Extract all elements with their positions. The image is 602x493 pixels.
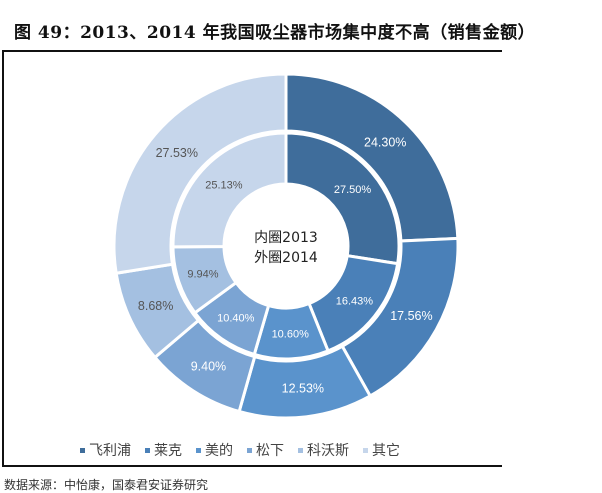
slice-2013-5 (171, 131, 288, 249)
center-label: 外圈2014 (254, 250, 318, 266)
center-label: 内圈2013 (254, 230, 318, 246)
legend-label: 莱克 (154, 443, 182, 459)
data-label: 12.53% (282, 382, 324, 396)
data-label: 10.60% (272, 328, 310, 340)
legend-swatch (298, 447, 303, 453)
slice-2014-5 (112, 72, 288, 275)
legend-item: 飞利浦 (80, 440, 131, 460)
slice-2014-0 (284, 72, 460, 243)
legend-item: 美的 (196, 440, 233, 460)
legend-swatch (80, 447, 85, 453)
legend-swatch (145, 447, 150, 453)
legend-swatch (196, 447, 201, 453)
legend-label: 松下 (256, 443, 284, 459)
data-label: 10.40% (217, 313, 255, 325)
data-label: 27.50% (334, 184, 372, 196)
legend-item: 松下 (247, 440, 284, 460)
data-label: 9.94% (187, 269, 218, 281)
slice-2013-0 (284, 131, 401, 266)
data-label: 8.68% (138, 299, 173, 313)
data-label: 25.13% (205, 179, 243, 191)
legend: 飞利浦 莱克 美的 松下 科沃斯 其它 (80, 440, 400, 460)
legend-item: 莱克 (145, 440, 182, 460)
chart-frame (2, 50, 502, 467)
legend-swatch (363, 447, 368, 453)
data-label: 27.53% (156, 146, 198, 160)
figure-title: 图 49：2013、2014 年我国吸尘器市场集中度不高（销售金额） (14, 23, 536, 43)
legend-item: 科沃斯 (298, 440, 349, 460)
data-label: 17.56% (390, 309, 432, 323)
data-label: 24.30% (364, 135, 406, 149)
legend-label: 科沃斯 (307, 443, 349, 459)
legend-label: 美的 (205, 443, 233, 459)
data-label: 16.43% (336, 296, 374, 308)
data-label: 9.40% (191, 360, 226, 374)
legend-label: 其它 (372, 443, 400, 459)
legend-label: 飞利浦 (89, 443, 131, 459)
legend-item: 其它 (363, 440, 400, 460)
legend-swatch (247, 447, 252, 453)
